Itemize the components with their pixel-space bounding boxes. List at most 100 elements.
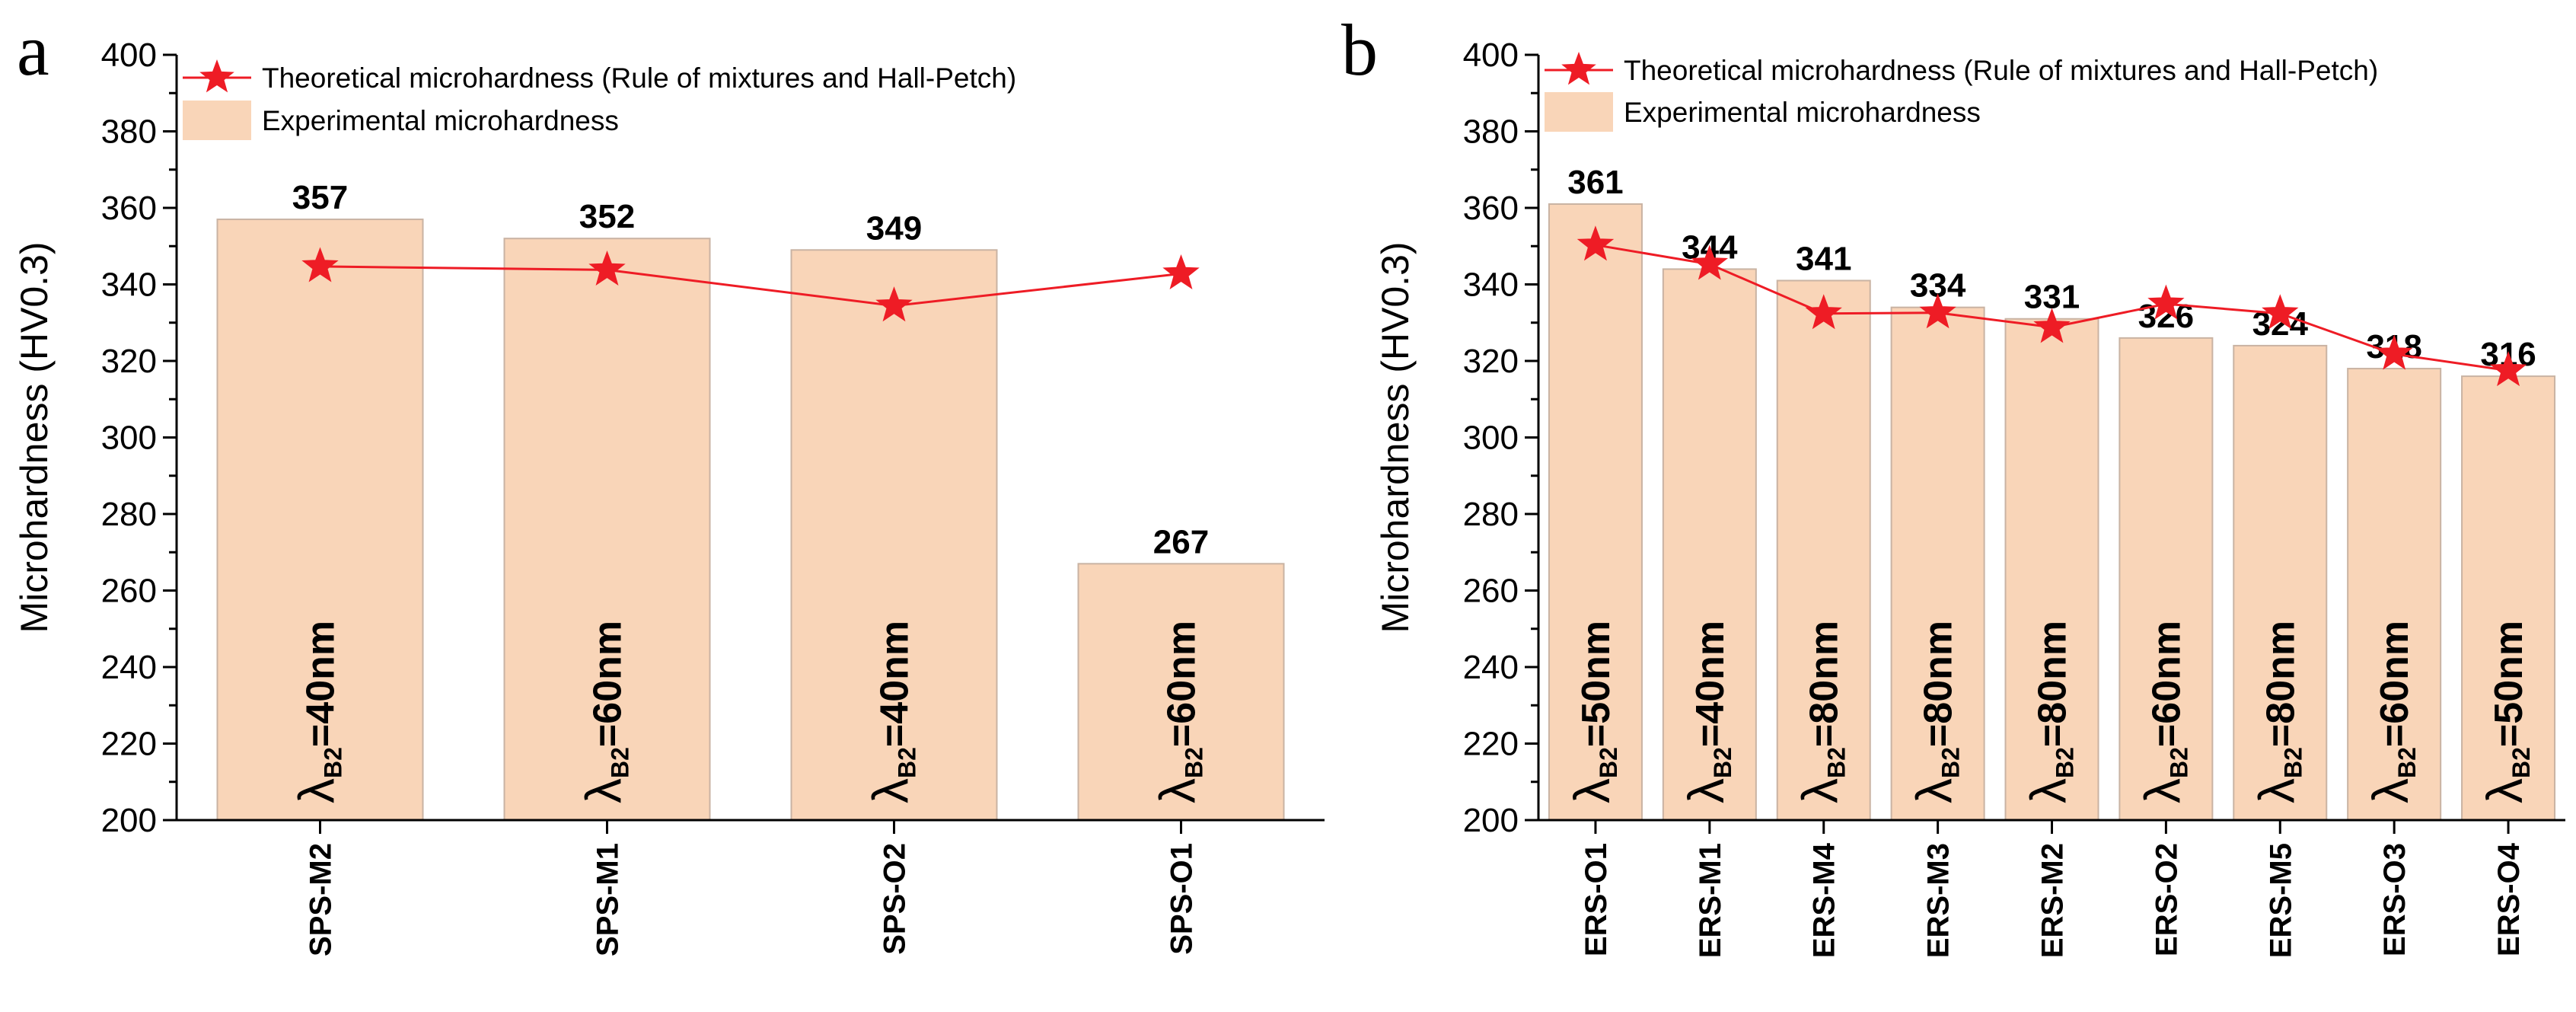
panel-b-spacing-label: λB2=50nm: [1564, 621, 1622, 803]
panel-a-bar-SPS-O2: [790, 249, 998, 821]
panel-b-theory-point-ERS-O4: [2489, 351, 2527, 387]
panel-a-ytick-label: 240: [101, 649, 157, 686]
panel-b-ytick-label: 380: [1463, 113, 1519, 151]
panel-b-legend-bar-swatch: [1545, 92, 1613, 132]
lambda-symbol: λ: [1149, 778, 1206, 803]
spacing-value: =80nm: [2031, 621, 2075, 747]
panel-a-legend-bar-swatch: [183, 101, 251, 140]
panel-b-bar-ERS-M4: [1776, 279, 1871, 822]
panel-a-xtick-label-SPS-O2: SPS-O2: [878, 843, 912, 955]
panel-b-theory-point-ERS-O2: [2147, 284, 2185, 320]
spacing-value: =50nm: [1574, 621, 1618, 747]
panel-b-letter: b: [1341, 9, 1378, 91]
panel-b: b 200 220 240 260 280 300 320 340 360 380 400 ERS-O1…: [1341, 9, 2565, 958]
panel-a-xtick-label-SPS-M1: SPS-M1: [591, 843, 625, 956]
panel-b-spacing-label: λB2=40nm: [1678, 621, 1736, 803]
panel-b-ylabel: Microhardness (HV0.3): [1374, 241, 1417, 633]
panel-b-theory-point-ERS-O3: [2375, 334, 2413, 370]
panel-b-ytick-label: 320: [1463, 343, 1519, 380]
panel-b-bar-ERS-M2: [2004, 318, 2099, 822]
lambda-symbol: λ: [1906, 778, 1962, 803]
panel-b-ytick-label: 220: [1463, 726, 1519, 763]
spacing-value: =40nm: [1688, 621, 1733, 747]
panel-a-bar-SPS-M2: [216, 219, 424, 821]
panel-b-ytick-label: 340: [1463, 267, 1519, 304]
panel-a-theory-point-SPS-O2: [875, 286, 913, 322]
panel-a-theory-point-SPS-O1: [1162, 254, 1200, 289]
panel-a-legend-bar-label: Experimental microhardness: [262, 105, 619, 136]
panel-b-bar-ERS-O2: [2119, 337, 2214, 822]
panel-b-theory-point-ERS-M2: [2033, 308, 2071, 343]
panel-b-spacing-label: λB2=80nm: [2020, 621, 2079, 803]
panel-a-ytick-label: 280: [101, 496, 157, 533]
spacing-value: =80nm: [1803, 621, 1847, 747]
panel-b-spacing-label: λB2=80nm: [1792, 621, 1851, 803]
lambda-subscript: B2: [607, 747, 634, 778]
lambda-subscript: B2: [2507, 747, 2535, 778]
panel-a-theory-point-SPS-M1: [588, 250, 626, 286]
panel-a-ytick-label: 380: [101, 113, 157, 151]
panel-b-ytick-label: 240: [1463, 649, 1519, 686]
lambda-symbol: λ: [2248, 778, 2304, 803]
panel-b-ytick-label: 400: [1463, 37, 1519, 74]
lambda-subscript: B2: [1181, 747, 1208, 778]
panel-a-ytick-label: 320: [101, 343, 157, 380]
lambda-subscript: B2: [320, 747, 347, 778]
panel-a-ytick-label: 340: [101, 267, 157, 304]
panel-b-spacing-label: λB2=50nm: [2476, 621, 2535, 803]
panel-a-ytick-label: 200: [101, 802, 157, 839]
lambda-symbol: λ: [862, 778, 919, 803]
panel-a-ytick-label: 220: [101, 726, 157, 763]
panel-b-spacing-label: λB2=80nm: [2248, 621, 2307, 803]
panel-a-ylabel: Microhardness (HV0.3): [13, 241, 56, 633]
lambda-subscript: B2: [2052, 747, 2079, 778]
lambda-symbol: λ: [575, 778, 632, 803]
panel-b-ytick-label: 300: [1463, 420, 1519, 457]
panel-b-bar-ERS-M5: [2233, 344, 2328, 821]
lambda-subscript: B2: [1709, 747, 1736, 778]
panel-b-bar-ERS-M3: [1890, 306, 1985, 821]
panel-b-xtick-label-ERS-O1: ERS-O1: [1580, 843, 1613, 956]
lambda-symbol: λ: [1564, 778, 1620, 803]
panel-b-xtick-label-ERS-M3: ERS-M3: [1922, 843, 1956, 958]
panel-b-xtick-label-ERS-O3: ERS-O3: [2378, 843, 2412, 956]
panel-b-xtick-label-ERS-M1: ERS-M1: [1694, 843, 1727, 958]
panel-b-bar-ERS-O4: [2461, 375, 2556, 822]
spacing-value: =50nm: [2487, 621, 2531, 747]
spacing-value: =40nm: [873, 621, 917, 747]
lambda-symbol: λ: [2134, 778, 2190, 803]
panel-b-xtick-label-ERS-M2: ERS-M2: [2036, 843, 2070, 958]
panel-a-spacing-label: λB2=60nm: [575, 621, 634, 803]
lambda-symbol: λ: [289, 778, 345, 803]
panel-a-bar-SPS-M1: [503, 238, 711, 821]
spacing-value: =60nm: [1160, 621, 1204, 747]
spacing-value: =80nm: [2259, 621, 2303, 747]
panel-b-legend-star-icon: [1561, 52, 1596, 85]
panel-a-bar-SPS-O1: [1077, 563, 1285, 821]
lambda-symbol: λ: [1678, 778, 1734, 803]
panel-b-legend-line-label: Theoretical microhardness (Rule of mixtu…: [1624, 55, 2378, 86]
spacing-value: =60nm: [586, 621, 630, 747]
panel-a-xtick-label-SPS-M2: SPS-M2: [304, 843, 338, 956]
panel-b-theory-point-ERS-M5: [2262, 294, 2299, 330]
panel-a-letter: a: [17, 9, 49, 91]
panel-a-legend-line-label: Theoretical microhardness (Rule of mixtu…: [262, 62, 1016, 94]
lambda-symbol: λ: [1792, 778, 1848, 803]
panel-a-legend-star-icon: [199, 59, 234, 93]
panel-b-spacing-label: λB2=80nm: [1906, 621, 1965, 803]
panel-a-value-label-SPS-M1: 352: [579, 198, 635, 235]
panel-a-spacing-label: λB2=60nm: [1149, 621, 1208, 803]
lambda-subscript: B2: [1823, 747, 1851, 778]
panel-a-ytick-label: 360: [101, 190, 157, 227]
panel-a-theory-line: [320, 265, 1181, 308]
spacing-value: =60nm: [2144, 621, 2189, 747]
panel-b-theory-point-ERS-M3: [1919, 293, 1956, 329]
lambda-subscript: B2: [894, 747, 921, 778]
panel-a: a 200 220 240 260 280 300 320 340 360 380 400 SPS-M2…: [13, 9, 1325, 956]
panel-a-ytick-label: 300: [101, 420, 157, 457]
spacing-value: =40nm: [299, 621, 343, 747]
panel-b-bar-ERS-M1: [1662, 268, 1757, 821]
panel-b-legend-bar-label: Experimental microhardness: [1624, 97, 1981, 128]
panel-b-ytick-label: 280: [1463, 496, 1519, 533]
